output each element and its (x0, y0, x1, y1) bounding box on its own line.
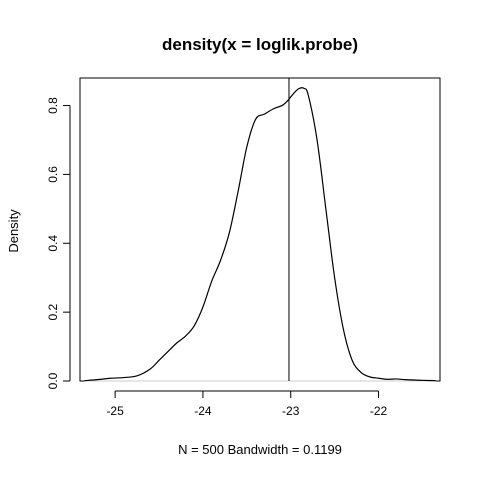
x-axis-label: N = 500 Bandwidth = 0.1199 (178, 442, 342, 457)
x-tick-label: -25 (106, 404, 124, 418)
density-curve (84, 87, 436, 382)
x-tick-label: -23 (282, 404, 300, 418)
y-tick-label: 0.0 (46, 372, 60, 389)
axes: -25 -24 -23 -22 0.0 0.2 0.4 0.6 0.8 (46, 97, 388, 418)
y-tick-label: 0.6 (46, 166, 60, 183)
plot-frame (79, 77, 441, 382)
y-tick-label: 0.2 (46, 303, 60, 320)
y-axis-label: Density (6, 209, 21, 253)
y-tick-label: 0.4 (46, 235, 60, 252)
y-tick-label: 0.8 (46, 97, 60, 114)
chart-title: density(x = loglik.probe) (162, 35, 358, 54)
x-tick-label: -22 (370, 404, 388, 418)
x-tick-label: -24 (194, 404, 212, 418)
